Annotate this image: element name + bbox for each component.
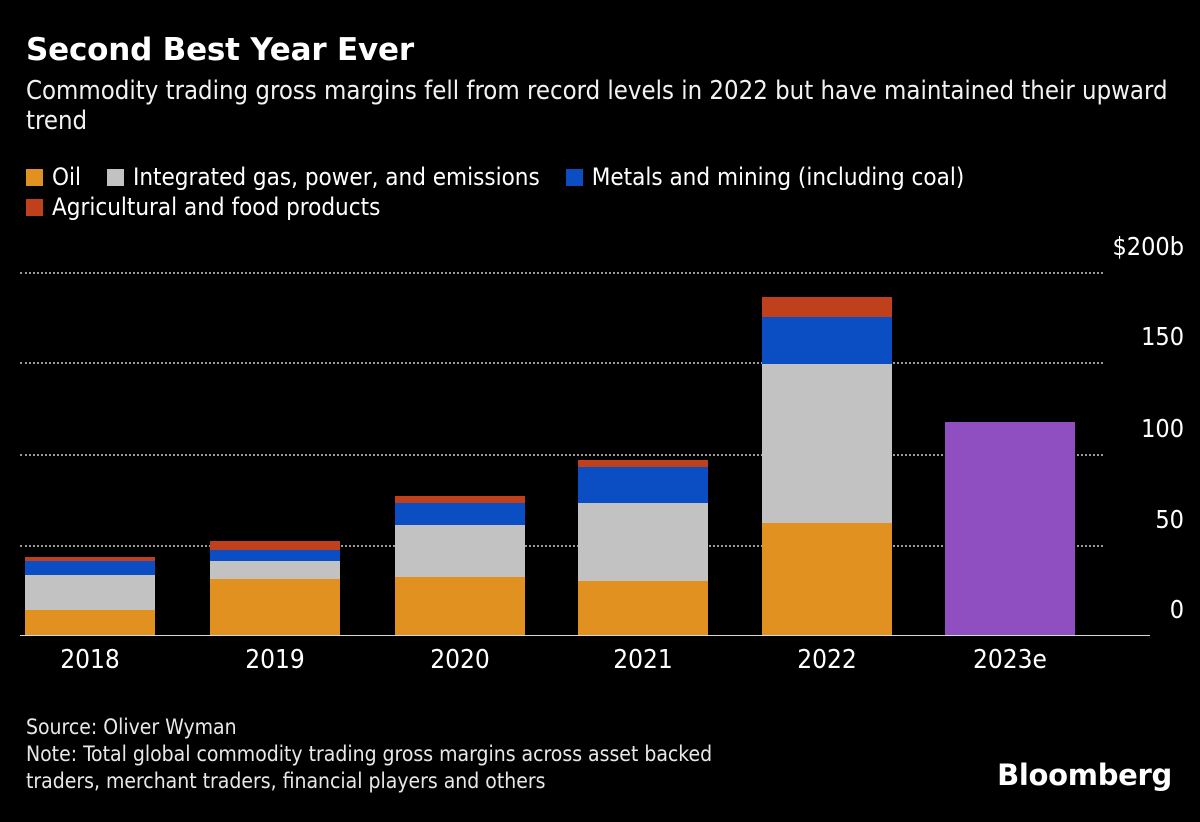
bar-segment-2019-agricultural[interactable] bbox=[210, 540, 340, 550]
y-tick-150: 150 bbox=[1141, 322, 1184, 351]
x-tick-2020: 2020 bbox=[430, 645, 490, 675]
legend-row-2: Agricultural and food products bbox=[26, 192, 1186, 222]
legend-swatch-agri-icon bbox=[26, 198, 43, 216]
chart-subtitle: Commodity trading gross margins fell fro… bbox=[26, 76, 1168, 136]
y-tick-0: 0 bbox=[1169, 595, 1184, 624]
gridline-150 bbox=[20, 362, 1103, 364]
bar-segment-2022-oil[interactable] bbox=[762, 523, 892, 635]
legend-item-agri[interactable]: Agricultural and food products bbox=[26, 194, 380, 220]
bar-segment-2018-integrated[interactable] bbox=[25, 574, 155, 611]
gridline-100 bbox=[20, 454, 1103, 456]
bar-segment-2020-oil[interactable] bbox=[395, 576, 525, 635]
y-tick-200: $200b bbox=[1112, 232, 1184, 261]
x-tick-2023e: 2023e bbox=[973, 645, 1047, 675]
bar-group-2021[interactable] bbox=[578, 460, 708, 635]
bar-segment-2021-metals[interactable] bbox=[578, 467, 708, 503]
chart-footer: Source: Oliver Wyman Note: Total global … bbox=[26, 714, 926, 795]
bar-segment-2023e-2023[interactable] bbox=[945, 422, 1075, 635]
bar-segment-2021-oil[interactable] bbox=[578, 581, 708, 635]
x-tick-2021: 2021 bbox=[613, 645, 673, 675]
bar-segment-2020-agricultural[interactable] bbox=[395, 496, 525, 503]
bar-segment-2021-integrated[interactable] bbox=[578, 502, 708, 582]
legend-swatch-gas-icon bbox=[107, 168, 124, 186]
legend-label-gas: Integrated gas, power, and emissions bbox=[133, 163, 540, 191]
legend-swatch-metals-icon bbox=[565, 168, 583, 186]
bar-segment-2022-integrated[interactable] bbox=[762, 363, 892, 523]
legend-label-oil: Oil bbox=[52, 163, 81, 191]
bar-segment-2019-integrated[interactable] bbox=[210, 561, 340, 579]
x-tick-2022: 2022 bbox=[797, 645, 857, 675]
bar-segment-2022-metals[interactable] bbox=[762, 316, 892, 364]
bar-segment-2020-integrated[interactable] bbox=[395, 525, 525, 577]
bar-group-2020[interactable] bbox=[395, 496, 525, 635]
footer-note-line-1: Note: Total global commodity trading gro… bbox=[26, 742, 713, 766]
y-tick-50: 50 bbox=[1155, 505, 1184, 534]
bar-group-2018[interactable] bbox=[25, 556, 155, 635]
legend-swatch-oil-icon bbox=[26, 168, 43, 186]
bar-segment-2019-oil[interactable] bbox=[210, 579, 340, 635]
bar-segment-2020-metals[interactable] bbox=[395, 502, 525, 526]
bar-group-2019[interactable] bbox=[210, 540, 340, 635]
legend-item-oil[interactable]: Oil bbox=[26, 164, 81, 190]
y-tick-100: 100 bbox=[1141, 414, 1184, 443]
bar-segment-2018-agricultural[interactable] bbox=[25, 556, 155, 562]
chart-legend: Oil Integrated gas, power, and emissions… bbox=[26, 162, 1186, 222]
footer-source: Source: Oliver Wyman bbox=[26, 715, 237, 739]
bloomberg-logo: Bloomberg bbox=[997, 758, 1172, 792]
legend-item-gas[interactable]: Integrated gas, power, and emissions bbox=[107, 164, 540, 190]
legend-item-metals[interactable]: Metals and mining (including coal) bbox=[565, 163, 965, 191]
bar-group-2023e[interactable] bbox=[945, 422, 1075, 635]
bar-segment-2018-metals[interactable] bbox=[25, 561, 155, 575]
gridline-50 bbox=[20, 545, 1103, 547]
bar-segment-2019-metals[interactable] bbox=[210, 549, 340, 562]
footer-note-line-2: traders, merchant traders, financial pla… bbox=[26, 769, 546, 793]
gridline-200 bbox=[20, 272, 1103, 274]
x-axis-baseline bbox=[20, 635, 1150, 636]
bar-segment-2018-oil[interactable] bbox=[25, 610, 155, 635]
bar-group-2022[interactable] bbox=[762, 296, 892, 635]
legend-row-1: Oil Integrated gas, power, and emissions… bbox=[26, 162, 1186, 192]
legend-label-metals: Metals and mining (including coal) bbox=[591, 163, 965, 191]
x-tick-2019: 2019 bbox=[245, 645, 305, 675]
x-tick-2018: 2018 bbox=[60, 645, 120, 675]
page-title: Second Best Year Ever bbox=[26, 32, 414, 68]
bar-segment-2022-agricultural[interactable] bbox=[762, 296, 892, 317]
legend-label-agri: Agricultural and food products bbox=[52, 193, 381, 221]
bar-segment-2021-agricultural[interactable] bbox=[578, 460, 708, 468]
chart-header: Second Best Year Ever Commodity trading … bbox=[26, 30, 1176, 136]
